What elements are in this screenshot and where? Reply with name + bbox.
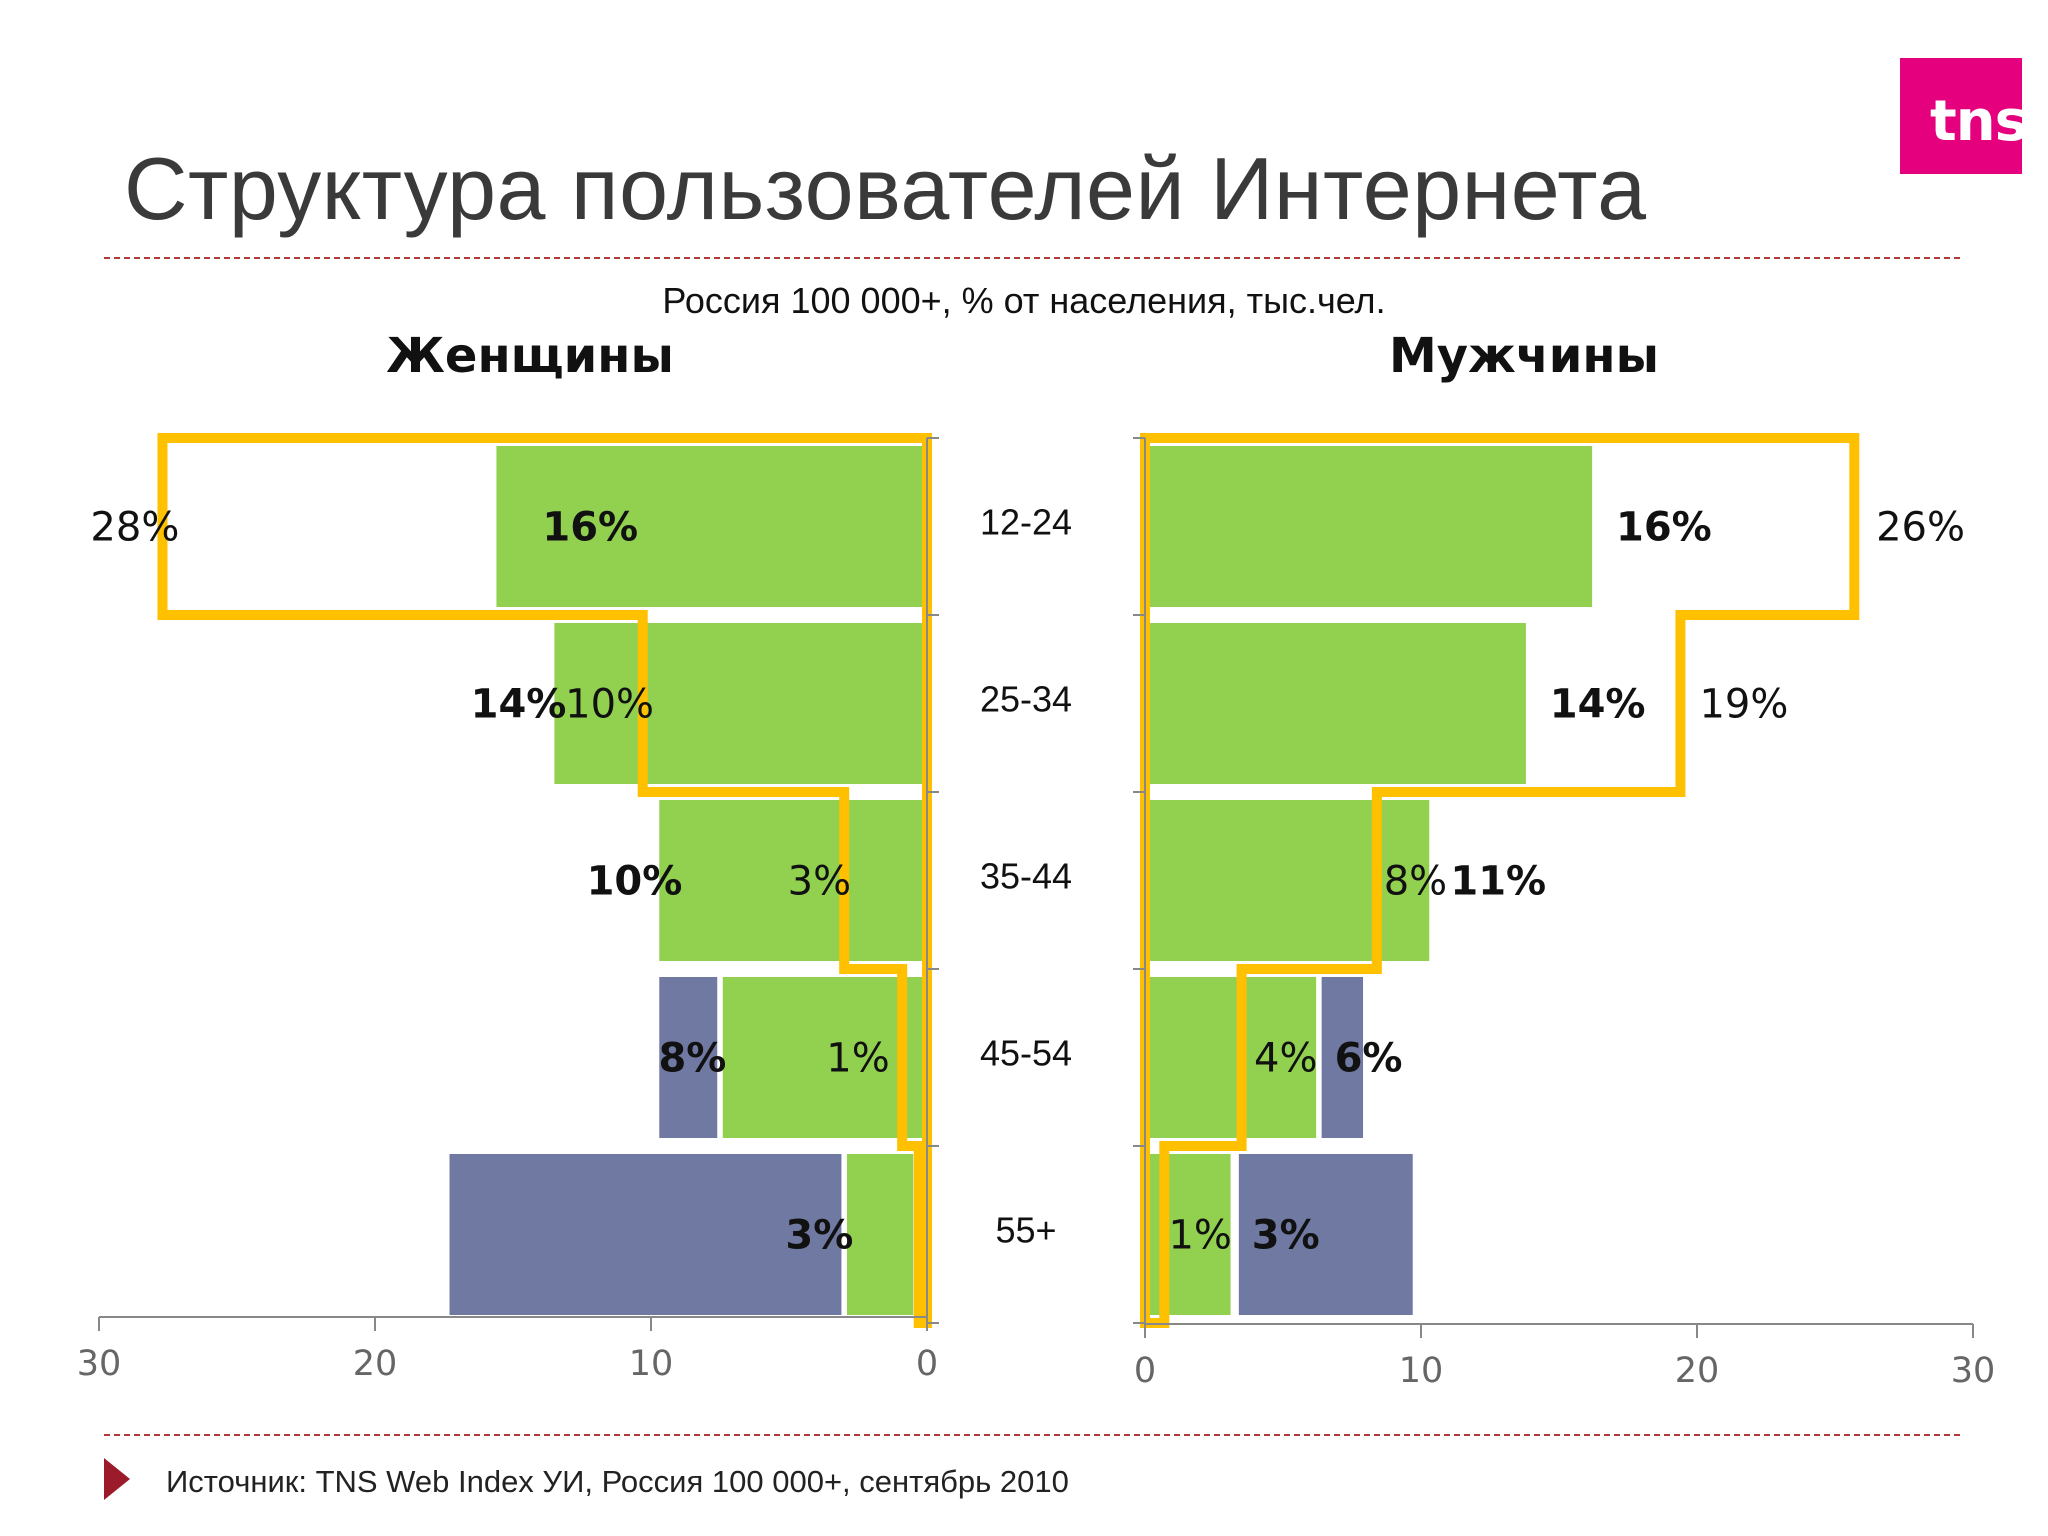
data-label: 8%: [1384, 859, 1447, 905]
data-label: 10%: [587, 859, 683, 905]
data-label: 16%: [1616, 505, 1712, 551]
bar-segment-green: [846, 800, 927, 961]
bar-segment-green: [1145, 446, 1593, 607]
x-tick-label: 10: [1399, 1351, 1444, 1391]
bar-segment-green: [659, 800, 842, 961]
bar-segment-green: [722, 977, 900, 1138]
bar-segment-green: [496, 446, 927, 607]
data-label: 14%: [471, 682, 567, 728]
data-label: 3%: [1252, 1213, 1320, 1259]
bar-segment-blue: [1321, 977, 1364, 1138]
chart-subtitle: Россия 100 000+, % от населения, тыс.чел…: [662, 280, 1386, 321]
data-label: 8%: [658, 1036, 726, 1082]
bar-segment-green: [1145, 623, 1526, 784]
panel-men: Мужчины 0 10 20 30 16% 26% 14% 19% 8% 11% 4% 6% 1% 3%: [1133, 328, 1995, 1391]
bar-segment-green: [1145, 977, 1317, 1138]
bar-segment-green: [554, 623, 927, 784]
bar-segment-green: [904, 977, 927, 1138]
bar-segment-blue: [1238, 1154, 1413, 1315]
data-label: 26%: [1876, 505, 1965, 551]
bar-segment-green: [1145, 800, 1430, 961]
x-tick-label: 30: [77, 1344, 122, 1384]
x-tick-label: 0: [916, 1344, 938, 1384]
bar-segment-green: [846, 1154, 914, 1315]
x-tick-label: 0: [1134, 1351, 1156, 1391]
data-label: 19%: [1699, 682, 1788, 728]
panel-heading: Женщины: [386, 328, 674, 384]
category-label: 12-24: [980, 502, 1072, 543]
category-label: 35-44: [980, 856, 1072, 897]
x-tick-label: 20: [1675, 1351, 1720, 1391]
source-arrow-icon: [104, 1458, 130, 1500]
x-tick-label: 30: [1951, 1351, 1996, 1391]
data-label: 16%: [542, 505, 638, 551]
data-label: 1%: [1168, 1213, 1231, 1259]
divider-bottom: [104, 1434, 1960, 1436]
source-note: Источник: TNS Web Index УИ, Россия 100 0…: [166, 1464, 1069, 1499]
logo-text: tns: [1930, 89, 2022, 154]
category-label: 55+: [995, 1210, 1056, 1251]
category-label: 25-34: [980, 679, 1072, 720]
data-label: 4%: [1254, 1036, 1317, 1082]
data-label: 3%: [785, 1213, 853, 1259]
data-label: 3%: [788, 859, 851, 905]
divider-top: [104, 257, 1960, 259]
data-label: 6%: [1335, 1036, 1403, 1082]
page-title: Структура пользователей Интернета: [124, 139, 1647, 238]
data-label: 10%: [565, 682, 654, 728]
panel-heading: Мужчины: [1389, 328, 1659, 384]
x-tick-label: 10: [629, 1344, 674, 1384]
total-outline: [157, 433, 932, 1328]
category-label: 45-54: [980, 1033, 1072, 1074]
tns-logo: tns: [1900, 58, 2022, 174]
data-label: 1%: [826, 1036, 889, 1082]
bar-segment-green: [1145, 1154, 1231, 1315]
data-label: 28%: [90, 505, 179, 551]
bar-segment-blue: [449, 1154, 842, 1315]
data-label: 14%: [1550, 682, 1646, 728]
x-tick-label: 20: [353, 1344, 398, 1384]
bar-segment-blue: [659, 977, 718, 1138]
data-label: 11%: [1450, 859, 1546, 905]
